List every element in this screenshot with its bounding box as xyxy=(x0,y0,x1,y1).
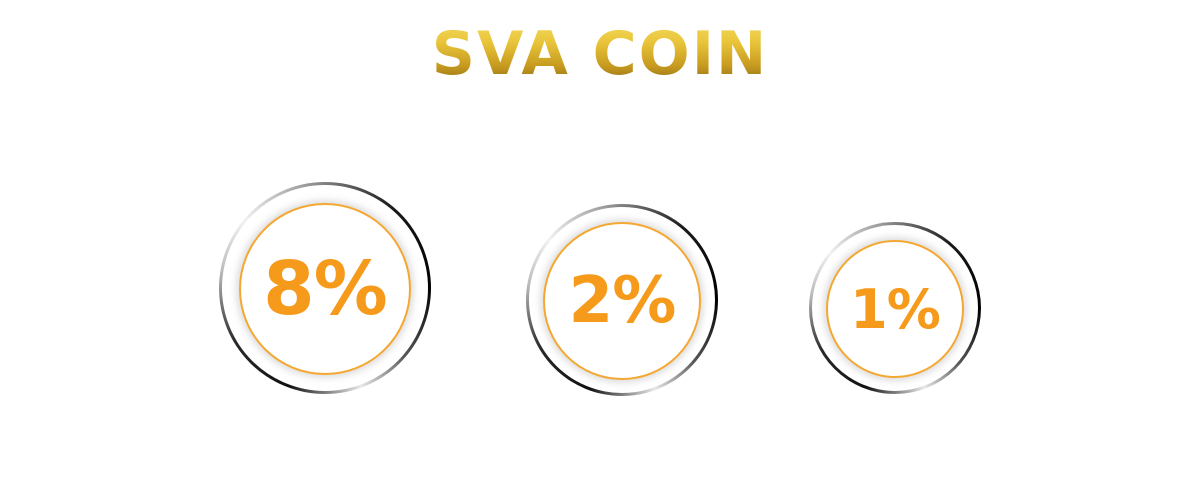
percentage-badge-2: 2% xyxy=(526,204,718,396)
badge-inner-circle: 8% xyxy=(239,203,411,375)
page-title: SVA COIN xyxy=(0,14,1200,94)
badge-value: 8% xyxy=(263,246,388,332)
percentage-badge-8: 8% xyxy=(219,182,431,394)
badge-inner-circle: 1% xyxy=(826,240,964,378)
badge-inner-circle: 2% xyxy=(543,222,701,380)
percentage-badge-1: 1% xyxy=(809,222,981,394)
badge-value: 2% xyxy=(568,264,677,338)
badge-value: 1% xyxy=(850,277,941,341)
